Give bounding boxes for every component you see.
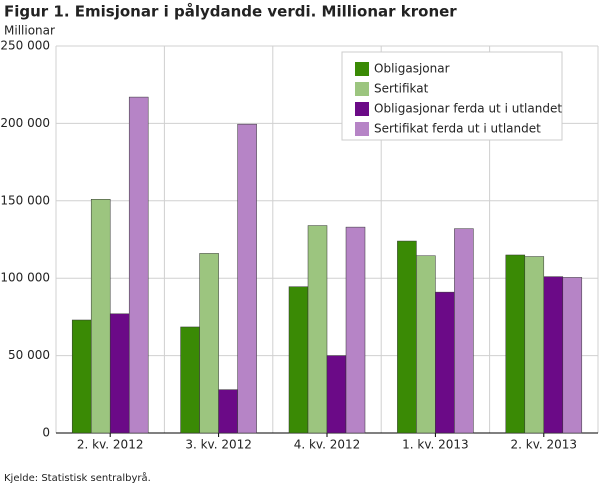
bar	[288, 286, 309, 434]
bar	[524, 256, 545, 434]
y-tick-label: 50 000	[8, 348, 50, 362]
bar	[454, 228, 474, 434]
y-tick-label: 150 000	[0, 193, 50, 207]
bar	[90, 199, 111, 434]
y-tick-label: 100 000	[0, 271, 50, 285]
source: Kjelde: Statistisk sentralbyrå.	[4, 471, 151, 484]
legend-label: Sertifikat ferda ut i utlandet	[374, 122, 541, 136]
bar	[562, 277, 583, 434]
y-tick-label: 0	[42, 426, 50, 440]
x-tick-label: 2. kv. 2012	[77, 438, 144, 452]
legend-swatch	[355, 62, 369, 76]
bar	[345, 226, 366, 434]
bar	[505, 254, 526, 434]
bar	[71, 319, 92, 434]
x-tick-label: 3. kv. 2012	[185, 438, 252, 452]
legend-label: Sertifikat	[374, 82, 429, 96]
x-tick-label: 4. kv. 2012	[294, 438, 361, 452]
y-axis-label: Millionar	[4, 24, 55, 38]
bar	[109, 313, 130, 434]
legend-box	[341, 51, 563, 141]
bar	[199, 253, 219, 434]
y-tick-label: 200 000	[0, 116, 50, 130]
bar	[180, 326, 200, 434]
x-tick-label: 2. kv. 2013	[511, 438, 578, 452]
legend-label: Obligasjonar	[374, 62, 450, 76]
legend-swatch	[355, 122, 369, 136]
bar	[128, 96, 149, 434]
bar	[218, 389, 238, 434]
bar	[326, 355, 347, 434]
bar	[397, 240, 417, 434]
y-tick-label: 250 000	[0, 39, 50, 53]
legend-swatch	[355, 82, 369, 96]
bar	[435, 291, 455, 434]
chart-title: Figur 1. Emisjonar i pålydande verdi. Mi…	[4, 3, 457, 21]
x-tick-label: 1. kv. 2013	[402, 438, 469, 452]
legend-label: Obligasjonar ferda ut i utlandet	[374, 102, 562, 116]
bar	[416, 255, 436, 434]
bar	[307, 225, 328, 434]
bar	[543, 276, 564, 434]
legend-swatch	[355, 102, 369, 116]
bar	[237, 123, 257, 434]
